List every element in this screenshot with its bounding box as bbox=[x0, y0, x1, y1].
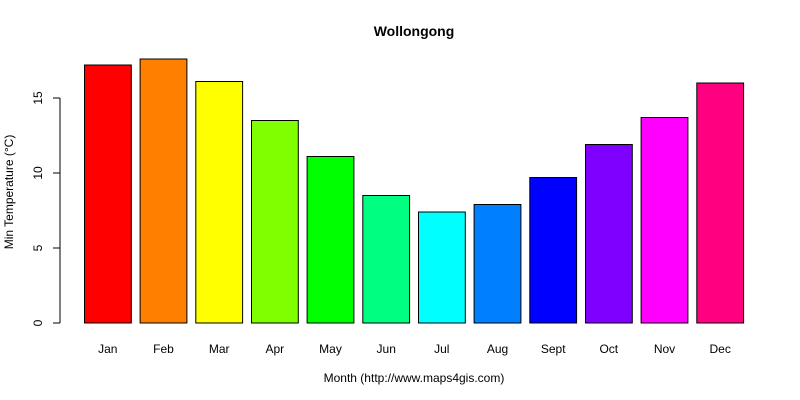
bar-aug bbox=[473, 204, 522, 324]
bar-jul bbox=[418, 211, 466, 324]
x-tick-label-nov: Nov bbox=[654, 342, 675, 356]
bar-feb bbox=[139, 58, 188, 324]
bars bbox=[84, 58, 745, 324]
bar-mar bbox=[195, 81, 244, 324]
x-tick-labels: Jan Feb Mar Apr May Jun Jul Aug Sept Oct Nov Dec bbox=[98, 342, 731, 356]
x-tick-label-may: May bbox=[319, 342, 342, 356]
bar-may bbox=[306, 156, 355, 324]
x-tick-label-jun: Jun bbox=[377, 342, 396, 356]
x-tick-label-feb: Feb bbox=[153, 342, 174, 356]
x-tick-label-sept: Sept bbox=[541, 342, 566, 356]
x-tick-label-apr: Apr bbox=[265, 342, 284, 356]
bar-dec bbox=[696, 82, 745, 324]
bar-oct bbox=[585, 144, 633, 324]
x-axis-label: Month (http://www.maps4gis.com) bbox=[324, 371, 505, 385]
x-tick-label-oct: Oct bbox=[599, 342, 618, 356]
x-tick-label-jan: Jan bbox=[98, 342, 117, 356]
bar-jun bbox=[362, 195, 411, 324]
y-tick-label-0: 0 bbox=[31, 319, 45, 326]
y-tick-label-10: 10 bbox=[31, 166, 45, 180]
bar-jan bbox=[84, 64, 132, 324]
x-tick-label-jul: Jul bbox=[434, 342, 449, 356]
x-tick-label-aug: Aug bbox=[487, 342, 508, 356]
bar-sept bbox=[529, 177, 578, 324]
bar-apr bbox=[251, 120, 299, 324]
chart-title: Wollongong bbox=[374, 23, 455, 39]
x-tick-label-mar: Mar bbox=[209, 342, 230, 356]
y-axis-label: Min Temperature (°C) bbox=[2, 135, 16, 250]
bar-nov bbox=[640, 117, 689, 324]
y-tick-label-15: 15 bbox=[31, 91, 45, 105]
y-axis: 0 5 10 15 bbox=[31, 91, 61, 326]
x-tick-label-dec: Dec bbox=[710, 342, 731, 356]
y-tick-label-5: 5 bbox=[31, 244, 45, 251]
